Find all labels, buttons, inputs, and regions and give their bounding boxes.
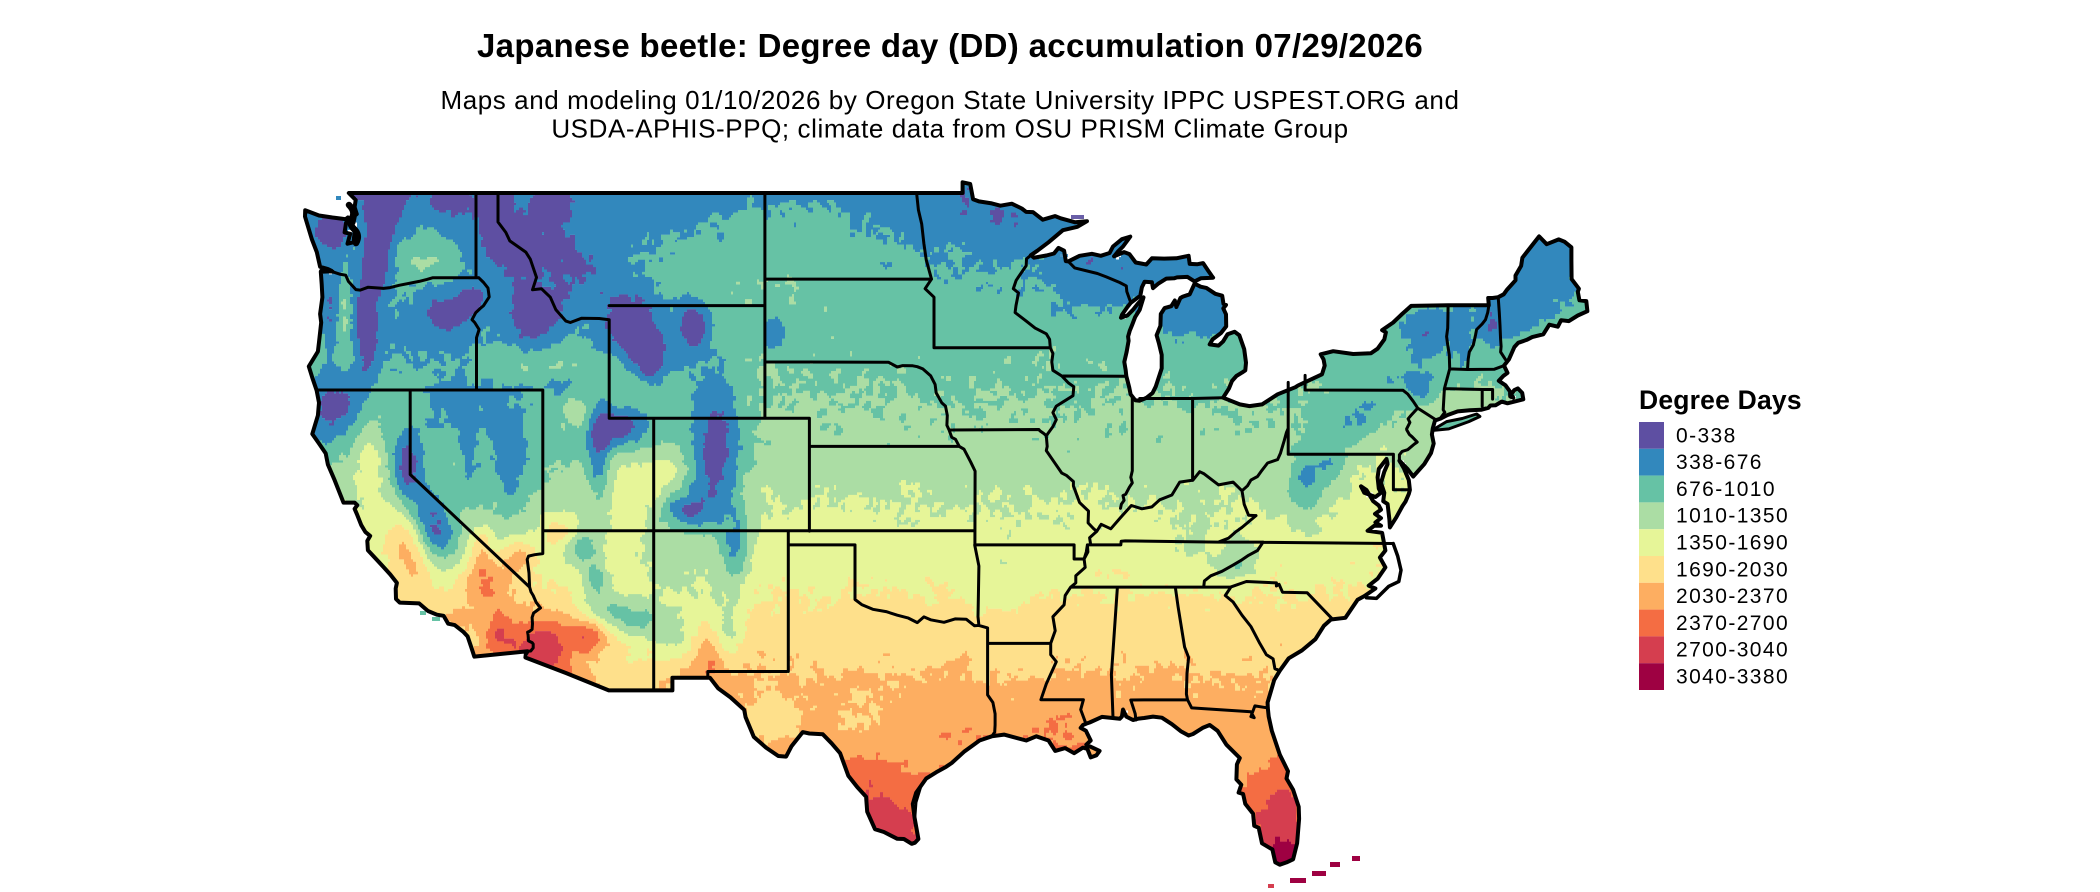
svg-text:1350-1690: 1350-1690 (1676, 532, 1789, 555)
svg-text:2030-2370: 2030-2370 (1676, 585, 1789, 608)
svg-text:Degree Days: Degree Days (1639, 385, 1802, 415)
svg-text:1010-1350: 1010-1350 (1676, 505, 1789, 528)
svg-text:338-676: 338-676 (1676, 451, 1763, 474)
svg-text:676-1010: 676-1010 (1676, 478, 1776, 501)
svg-text:3040-3380: 3040-3380 (1676, 666, 1789, 689)
svg-text:2370-2700: 2370-2700 (1676, 612, 1789, 635)
svg-text:2700-3040: 2700-3040 (1676, 639, 1789, 662)
svg-text:USDA-APHIS-PPQ; climate data f: USDA-APHIS-PPQ; climate data from OSU PR… (551, 114, 1348, 144)
svg-text:0-338: 0-338 (1676, 424, 1737, 447)
svg-text:1690-2030: 1690-2030 (1676, 558, 1789, 581)
svg-text:Japanese beetle: Degree day (D: Japanese beetle: Degree day (DD) accumul… (477, 27, 1423, 64)
svg-text:Maps and modeling 01/10/2026 b: Maps and modeling 01/10/2026 by Oregon S… (440, 85, 1459, 115)
